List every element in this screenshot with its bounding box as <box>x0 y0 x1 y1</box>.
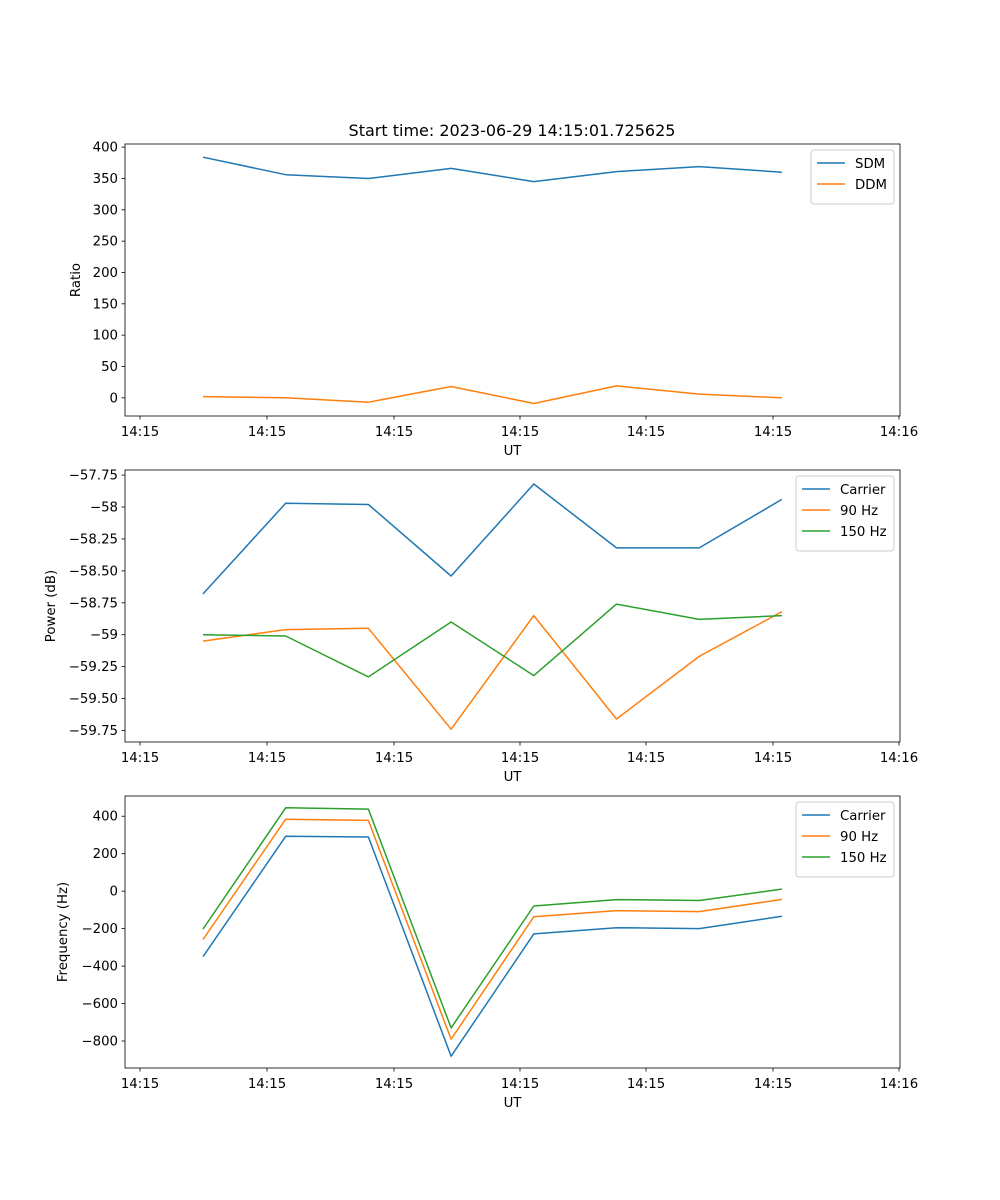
y-tick-label: 0 <box>110 885 118 900</box>
legend: SDM DDM <box>810 149 895 205</box>
x-tick-label: 14:15 <box>121 1077 159 1092</box>
x-tick-label: 14:15 <box>754 751 792 766</box>
x-tick-label: 14:15 <box>248 425 286 440</box>
y-tick-label: −600 <box>81 997 118 1012</box>
legend-label: Carrier <box>840 483 886 498</box>
y-axis-label: Frequency (Hz) <box>56 882 71 982</box>
y-tick-label: −58.50 <box>69 564 118 579</box>
x-tick-label: 14:15 <box>121 751 159 766</box>
figure-title: Start time: 2023-06-29 14:15:01.725625 <box>349 121 676 140</box>
y-tick-label: −200 <box>81 922 118 937</box>
y-tick-label: 200 <box>93 847 118 862</box>
y-tick-label: 250 <box>93 235 118 250</box>
y-tick-label: −800 <box>81 1035 118 1050</box>
x-tick-label: 14:15 <box>248 1077 286 1092</box>
x-tick-label: 14:16 <box>880 751 918 766</box>
legend-label: Carrier <box>840 809 886 824</box>
legend-label: 150 Hz <box>840 525 887 540</box>
y-tick-label: −59.75 <box>69 724 118 739</box>
plot-frame <box>124 795 901 1069</box>
legend: Carrier 90 Hz 150 Hz <box>795 801 895 878</box>
y-axis-label: Power (dB) <box>44 570 59 642</box>
y-axis-label: Ratio <box>69 263 84 297</box>
x-tick-label: 14:15 <box>627 751 665 766</box>
series-line-ddm <box>202 385 782 405</box>
x-tick-label: 14:16 <box>880 1077 918 1092</box>
legend-box <box>795 475 895 552</box>
panel-power: −59.75 −59.50 −59.25 −59 −58.75 −58.50 −58.25 −… <box>44 469 918 785</box>
y-tick-label: 350 <box>93 172 118 187</box>
y-tick-label: 300 <box>93 203 118 218</box>
x-tick-label: 14:15 <box>375 425 413 440</box>
x-tick-label: 14:16 <box>880 425 918 440</box>
series-line-carrier <box>202 835 783 1057</box>
series-line-150-hz <box>202 603 782 678</box>
panel-ratio: 0 50 100 150 200 250 300 350 400 14:15 14:15 14:15 1… <box>69 141 918 459</box>
series-line-90-hz <box>202 611 783 730</box>
plot-frame <box>124 143 901 417</box>
y-tick-label: 150 <box>93 297 118 312</box>
x-tick-label: 14:15 <box>501 1077 539 1092</box>
legend: Carrier 90 Hz 150 Hz <box>795 475 895 552</box>
series-line-sdm <box>202 156 782 183</box>
legend-label: 90 Hz <box>840 830 878 845</box>
y-tick-label: 400 <box>93 141 118 156</box>
y-tick-label: −59 <box>90 628 118 643</box>
x-axis-label: UT <box>504 770 523 785</box>
x-tick-label: 14:15 <box>627 1077 665 1092</box>
y-tick-label: 50 <box>101 360 118 375</box>
x-tick-label: 14:15 <box>627 425 665 440</box>
y-tick-label: 100 <box>93 329 118 344</box>
y-tick-label: −59.50 <box>69 692 118 707</box>
y-tick-label: −59.25 <box>69 660 118 675</box>
series-line-150-hz <box>202 807 783 1029</box>
y-tick-label: −400 <box>81 960 118 975</box>
y-tick-label: 0 <box>110 391 118 406</box>
y-tick-label: −58.25 <box>69 532 118 547</box>
panel-frequency: −800 −600 −400 −200 0 200 400 14:15 14:15 14:15 14… <box>56 795 918 1111</box>
y-tick-label: 200 <box>93 266 118 281</box>
x-tick-label: 14:15 <box>121 425 159 440</box>
x-tick-label: 14:15 <box>375 751 413 766</box>
x-tick-label: 14:15 <box>754 1077 792 1092</box>
x-tick-label: 14:15 <box>248 751 286 766</box>
x-tick-label: 14:15 <box>501 425 539 440</box>
legend-label: SDM <box>855 157 885 172</box>
x-tick-label: 14:15 <box>375 1077 413 1092</box>
x-tick-label: 14:15 <box>754 425 792 440</box>
series-line-90-hz <box>202 818 783 1040</box>
y-tick-label: −58.75 <box>69 596 118 611</box>
x-axis-label: UT <box>504 444 523 459</box>
y-tick-label: −58 <box>90 501 118 516</box>
x-axis-label: UT <box>504 1096 523 1111</box>
series-line-carrier <box>202 483 783 595</box>
legend-label: 150 Hz <box>840 851 887 866</box>
plot-frame <box>124 469 901 743</box>
x-tick-label: 14:15 <box>501 751 539 766</box>
y-tick-label: −57.75 <box>69 469 118 484</box>
legend-label: 90 Hz <box>840 504 878 519</box>
legend-label: DDM <box>855 178 887 193</box>
legend-box <box>795 801 895 878</box>
y-tick-label: 400 <box>93 810 118 825</box>
